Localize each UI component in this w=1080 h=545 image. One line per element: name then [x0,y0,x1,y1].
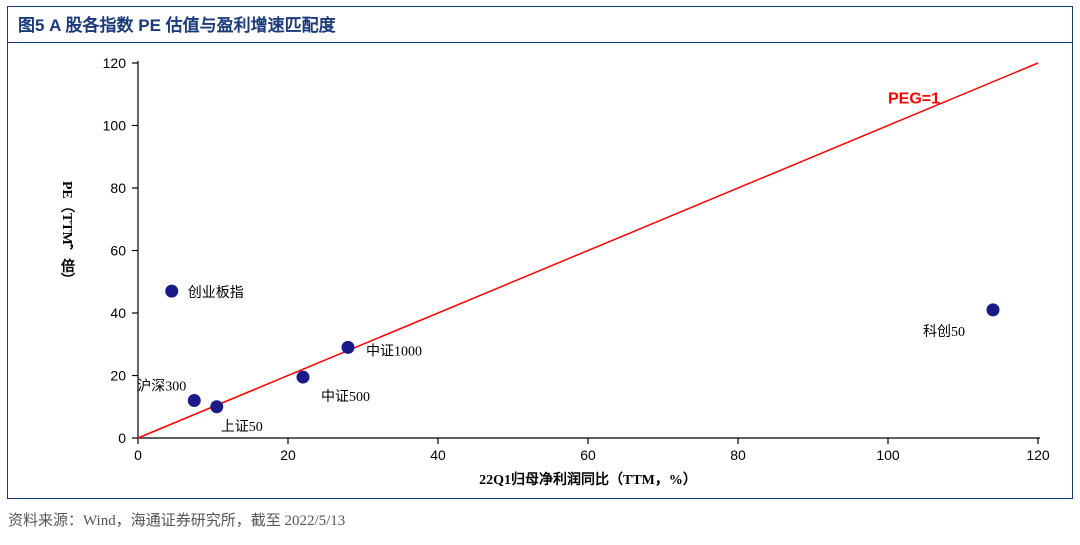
data-point-label: 中证500 [321,389,370,405]
data-point-label: 上证50 [221,419,263,435]
data-point [210,400,223,413]
data-point [188,394,201,407]
chart-area: PE（TTM，倍） 0 20 40 60 80 100 120 0 20 40 60 80 100 120… [8,43,1072,498]
y-tick-label: 120 [103,55,127,71]
x-tick-label: 120 [1026,447,1050,463]
y-tick-label: 60 [110,243,126,259]
x-tick-label: 60 [580,447,596,463]
data-point [987,303,1000,316]
data-point [165,285,178,298]
peg-reference-line [138,63,1038,438]
chart-title: 图5 A 股各指数 PE 估值与盈利增速匹配度 [8,7,1072,43]
x-tick-label: 80 [730,447,746,463]
data-point-label: 沪深300 [137,379,186,395]
chart-container: 图5 A 股各指数 PE 估值与盈利增速匹配度 PE（TTM，倍） 0 20 40 6… [7,6,1073,499]
y-axis-title-text: PE（TTM，倍） [59,181,74,287]
data-point [342,341,355,354]
x-tick-label: 20 [280,447,296,463]
data-point-label: 中证1000 [366,343,422,359]
x-axis-title: 22Q1归母净利润同比（TTM，%） [479,471,697,488]
data-point [297,371,310,384]
y-tick-label: 0 [118,430,126,446]
x-tick-label: 40 [430,447,446,463]
scatter-chart: 0 20 40 60 80 100 120 0 20 40 60 80 100 120 PEG=1 创业板指沪… [8,43,1072,498]
y-tick-label: 20 [110,368,126,384]
y-axis-title: PE（TTM，倍） [56,181,76,287]
source-text: 资料来源：Wind，海通证券研究所，截至 2022/5/13 [0,505,1080,532]
x-tick-label: 100 [876,447,900,463]
y-tick-label: 80 [110,180,126,196]
data-point-label: 创业板指 [188,285,244,301]
y-tick-label: 40 [110,305,126,321]
x-tick-label: 0 [134,447,142,463]
data-point-label: 科创50 [923,324,965,340]
y-tick-label: 100 [103,118,127,134]
peg-label: PEG=1 [888,91,940,108]
